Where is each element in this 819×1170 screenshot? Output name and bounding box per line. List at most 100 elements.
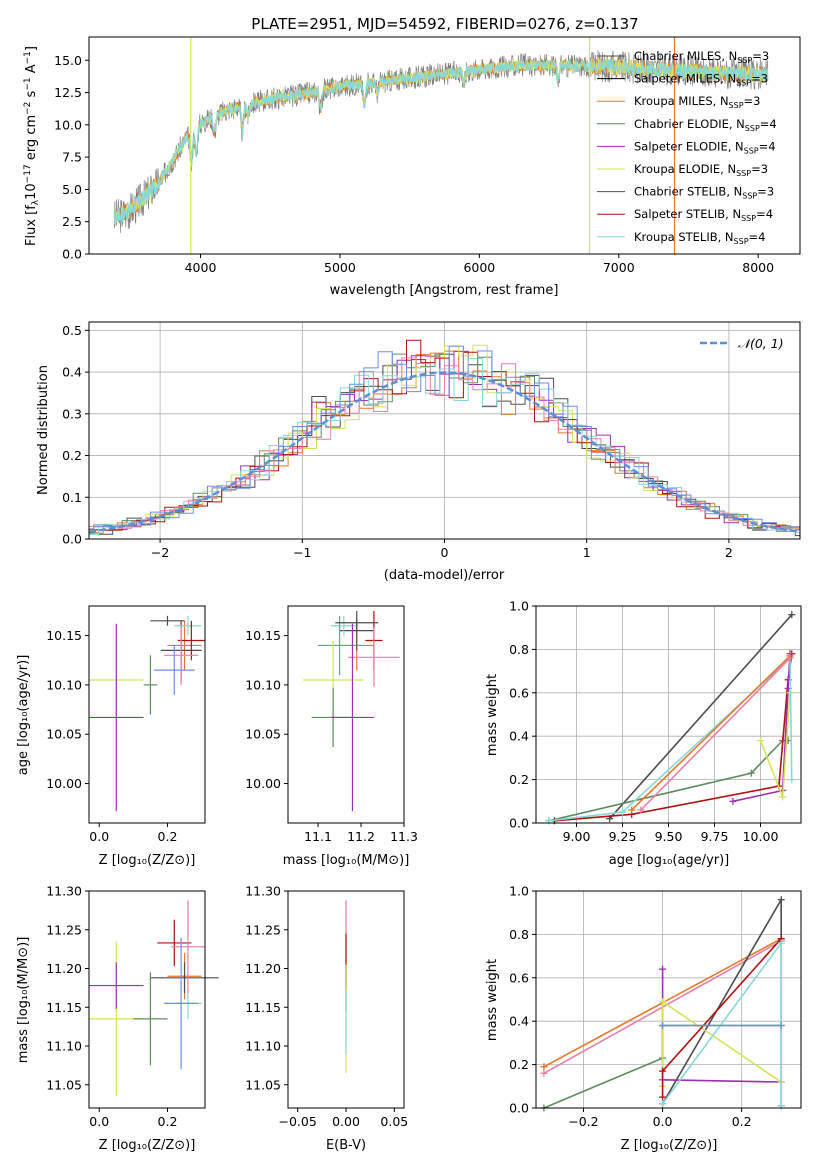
y-tick-label: 11.10 bbox=[46, 1039, 82, 1054]
x-tick-label: 4000 bbox=[185, 260, 217, 275]
x-tick-label: 9.25 bbox=[609, 829, 637, 844]
x-tick-label: 5000 bbox=[324, 260, 356, 275]
x-tick-label: 9.50 bbox=[655, 829, 683, 844]
gaussian-legend-label: 𝒩(0, 1) bbox=[738, 336, 784, 351]
x-tick-label: 0.0 bbox=[653, 1114, 673, 1129]
y-tick-label: 11.20 bbox=[46, 961, 82, 976]
y-tick-label: 15.0 bbox=[54, 53, 82, 68]
age-vs-mass-ticks: 11.1 11.2 11.3 10.00 10.05 10.10 10.15 bbox=[245, 628, 418, 844]
age-vs-z-panel: 0.0 0.2 10.00 10.05 10.10 10.15 Z [log₁₀(Z/Z⊙… bbox=[16, 605, 206, 868]
mass-weight-marker bbox=[786, 654, 794, 662]
mass-weight-marker bbox=[659, 1093, 667, 1101]
mass-weight-marker bbox=[777, 939, 785, 947]
y-tick-label: 10.00 bbox=[46, 776, 82, 791]
mass-weight-marker bbox=[637, 806, 645, 814]
y-tick-label: 11.10 bbox=[245, 1039, 281, 1054]
spectrum-lines bbox=[113, 37, 769, 254]
y-tick-label: 0.0 bbox=[62, 247, 82, 262]
x-tick-label: 11.2 bbox=[347, 829, 375, 844]
mass-weight-line bbox=[661, 896, 782, 1106]
x-tick-label: 8000 bbox=[742, 260, 774, 275]
x-tick-label: 0.2 bbox=[732, 1114, 752, 1129]
y-tick-label: 10.05 bbox=[46, 727, 82, 742]
weight-vs-age-panel: 9.00 9.25 9.50 9.75 10.000.00.20.40.60.81.0 … bbox=[485, 599, 802, 868]
x-tick-label: 0.0 bbox=[89, 1114, 109, 1129]
mass-vs-z-ticks: 0.0 0.2 11.05 11.10 11.15 11.20 11.25 11.30 bbox=[46, 884, 177, 1130]
residual-legend: 𝒩(0, 1) bbox=[700, 336, 784, 351]
weight-vs-age-ticks: 9.00 9.25 9.50 9.75 10.00 0.0 0.2 0.4 0.6 0.8 1.0 bbox=[509, 599, 778, 845]
error-bar-point bbox=[89, 962, 144, 1009]
y-tick-label: 10.00 bbox=[245, 776, 281, 791]
y-tick-label: 5.0 bbox=[62, 182, 82, 197]
gaussian-curve bbox=[89, 371, 800, 533]
mass-vs-z-plot-area bbox=[89, 900, 219, 1097]
mass-weight-line bbox=[640, 657, 791, 811]
error-bar-point bbox=[143, 655, 158, 715]
y-tick-label: 0.2 bbox=[509, 772, 529, 787]
legend-entry: Chabrier STELIB, NSSP=3 bbox=[634, 185, 774, 201]
spectrum-model-line bbox=[113, 58, 769, 225]
age-vs-mass-panel: 11.1 11.2 11.3 10.00 10.05 10.10 10.15 mass [l… bbox=[245, 605, 418, 868]
x-tick-label: −0.2 bbox=[568, 1114, 598, 1129]
error-bar-point bbox=[150, 615, 185, 626]
mass-vs-ebv-panel: −0.05 0.00 0.05 11.05 11.10 11.15 11.20 11.25 11… bbox=[245, 884, 408, 1154]
mass-vs-z-ylabel: mass [log₁₀(M/M⊙)] bbox=[16, 937, 31, 1064]
mass-weight-marker bbox=[777, 896, 785, 904]
spectrum-panel: PLATE=2951, MJD=54592, FIBERID=0276, z=0… bbox=[23, 15, 801, 298]
x-tick-label: −0.05 bbox=[279, 1114, 317, 1129]
y-tick-label: 0.6 bbox=[509, 685, 529, 700]
y-tick-label: 10.0 bbox=[54, 117, 82, 132]
x-tick-label: 9.00 bbox=[563, 829, 591, 844]
x-tick-label: 1 bbox=[583, 545, 591, 560]
mass-weight-line bbox=[732, 653, 791, 803]
mass-weight-marker bbox=[659, 965, 667, 973]
legend-entry: Salpeter ELODIE, NSSP=4 bbox=[634, 139, 776, 155]
y-tick-label: 0.0 bbox=[509, 816, 529, 831]
x-tick-label: 2 bbox=[725, 545, 733, 560]
y-tick-label: 11.05 bbox=[245, 1077, 281, 1092]
weight-vs-z-ticks: −0.2 0.0 0.2 0.0 0.2 0.4 0.6 0.8 1.0 bbox=[509, 884, 752, 1130]
y-tick-label: 0.0 bbox=[509, 1101, 529, 1116]
weight-vs-age-ylabel: mass weight bbox=[485, 674, 500, 756]
error-bar-point bbox=[339, 610, 374, 651]
weight-vs-age-xlabel: age [log₁₀(age/yr)] bbox=[609, 853, 730, 868]
y-tick-label: 11.15 bbox=[46, 1000, 82, 1015]
age-vs-z-ticks: 0.0 0.2 10.00 10.05 10.10 10.15 bbox=[46, 628, 177, 844]
mass-weight-marker bbox=[779, 793, 787, 801]
mass-weight-marker bbox=[659, 1067, 667, 1075]
mass-vs-z-xlabel: Z [log₁₀(Z/Z⊙)] bbox=[99, 1138, 196, 1153]
y-tick-label: 7.5 bbox=[62, 150, 82, 165]
weight-vs-z-ylabel: mass weight bbox=[485, 959, 500, 1041]
x-tick-label: 11.1 bbox=[304, 829, 332, 844]
mass-weight-marker bbox=[757, 737, 765, 745]
legend-entry: Chabrier MILES, NSSP=3 bbox=[634, 49, 769, 65]
error-bar-point bbox=[164, 625, 199, 685]
mass-weight-line bbox=[548, 656, 793, 822]
mass-weight-marker bbox=[628, 806, 636, 814]
y-tick-label: 11.30 bbox=[245, 884, 281, 899]
error-bar-point bbox=[89, 623, 144, 812]
mass-vs-ebv-ticks: −0.05 0.00 0.05 11.05 11.10 11.15 11.20 11.25 11… bbox=[245, 884, 408, 1130]
histogram-group bbox=[89, 339, 800, 538]
x-tick-label: −1 bbox=[293, 545, 311, 560]
mass-weight-marker bbox=[659, 998, 667, 1006]
error-bar-point bbox=[164, 937, 199, 1070]
x-tick-label: 0.0 bbox=[89, 829, 109, 844]
error-bar-point bbox=[170, 900, 205, 994]
legend-entry: Salpeter STELIB, NSSP=4 bbox=[634, 207, 773, 223]
mass-weight-marker bbox=[729, 797, 737, 805]
mass-weight-marker bbox=[788, 611, 796, 619]
legend-entry: Chabrier ELODIE, NSSP=4 bbox=[634, 117, 777, 133]
legend-entry: Kroupa MILES, NSSP=3 bbox=[634, 94, 760, 110]
age-vs-mass-xlabel: mass [log₁₀(M/M⊙)] bbox=[283, 853, 410, 868]
y-tick-label: 0.2 bbox=[62, 448, 82, 463]
y-tick-label: 1.0 bbox=[509, 884, 529, 899]
spectrum-frame bbox=[88, 36, 801, 255]
x-tick-label: 6000 bbox=[463, 260, 495, 275]
error-bar-point bbox=[318, 615, 362, 676]
y-tick-label: 0.5 bbox=[62, 323, 82, 338]
x-tick-label: −2 bbox=[151, 545, 169, 560]
y-tick-label: 12.5 bbox=[54, 85, 82, 100]
residual-histogram bbox=[89, 344, 800, 537]
